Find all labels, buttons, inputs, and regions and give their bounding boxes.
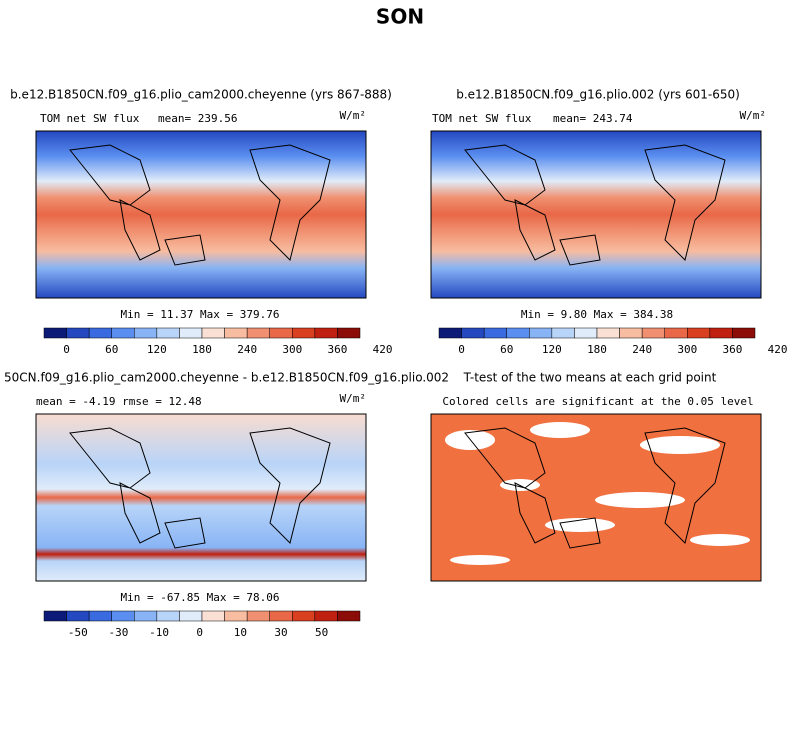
- colorbar-cell: [156, 610, 180, 622]
- panel-title: b.e12.B1850CN.f09_g16.plio.002 (yrs 601-…: [456, 88, 740, 102]
- colorbar-cell: [314, 610, 338, 622]
- colorbar-cell: [224, 327, 248, 339]
- colorbar-label: -30: [109, 626, 129, 639]
- colorbar-cell: [111, 327, 135, 339]
- units: W/m²: [340, 109, 367, 122]
- colorbar-label: 120: [147, 343, 167, 356]
- colorbar-cell: [111, 610, 135, 622]
- colorbar-cell: [179, 327, 203, 339]
- colorbar-cell: [687, 327, 711, 339]
- colorbar-label: 180: [192, 343, 212, 356]
- colorbar-cell: [66, 327, 90, 339]
- colorbar-cell: [201, 610, 225, 622]
- min-max: Min = 11.37 Max = 379.76: [121, 308, 280, 321]
- colorbar-label: 360: [722, 343, 742, 356]
- colorbar-label: 120: [542, 343, 562, 356]
- colorbar-label: 60: [105, 343, 118, 356]
- map: [430, 130, 762, 299]
- colorbar-cell: [43, 327, 67, 339]
- figure-title: SON: [376, 5, 424, 29]
- colorbar-label: -10: [149, 626, 169, 639]
- min-max: Min = -67.85 Max = 78.06: [121, 591, 280, 604]
- colorbar-cell: [551, 327, 575, 339]
- colorbar-cell: [224, 610, 248, 622]
- colorbar-cell: [43, 610, 67, 622]
- colorbar-cell: [596, 327, 620, 339]
- colorbar-label: 300: [677, 343, 697, 356]
- colorbar-label: 10: [234, 626, 247, 639]
- colorbar-cell: [314, 327, 338, 339]
- colorbar-cell: [461, 327, 485, 339]
- colorbar-cell: [88, 610, 112, 622]
- colorbar-label: 0: [458, 343, 465, 356]
- colorbar-label: 0: [63, 343, 70, 356]
- colorbar-cell: [269, 610, 293, 622]
- colorbar-label: 300: [282, 343, 302, 356]
- colorbar-cell: [641, 327, 665, 339]
- colorbar-cell: [438, 327, 462, 339]
- colorbar-cell: [732, 327, 756, 339]
- map: [35, 413, 367, 582]
- colorbar-label: 240: [632, 343, 652, 356]
- panel-subtitle: Colored cells are significant at the 0.0…: [442, 395, 753, 408]
- mean-label: mean= 239.56: [158, 112, 237, 125]
- colorbar-cell: [269, 327, 293, 339]
- variable-label: TOM net SW flux: [432, 112, 532, 125]
- colorbar-cell: [337, 610, 361, 622]
- colorbar-label: 30: [274, 626, 287, 639]
- panel-title: 50CN.f09_g16.plio_cam2000.cheyenne - b.e…: [4, 371, 449, 385]
- colorbar-cell: [88, 327, 112, 339]
- colorbar-label: 240: [237, 343, 257, 356]
- colorbar-cell: [292, 327, 316, 339]
- min-max: Min = 9.80 Max = 384.38: [521, 308, 673, 321]
- colorbar-label: 180: [587, 343, 607, 356]
- colorbar-label: 0: [196, 626, 203, 639]
- colorbar-label: 50: [315, 626, 328, 639]
- colorbar-label: 60: [500, 343, 513, 356]
- colorbar-cell: [246, 610, 270, 622]
- colorbar-cell: [134, 327, 158, 339]
- colorbar-cell: [201, 327, 225, 339]
- stat-label: mean = -4.19 rmse = 12.48: [36, 395, 202, 408]
- colorbar-cell: [529, 327, 553, 339]
- mean-label: mean= 243.74: [553, 112, 633, 125]
- colorbar-cell: [134, 610, 158, 622]
- colorbar-cell: [483, 327, 507, 339]
- units: W/m²: [340, 392, 367, 405]
- panel-title: T-test of the two means at each grid poi…: [463, 371, 717, 385]
- colorbar-label: 420: [373, 343, 393, 356]
- map: [35, 130, 367, 299]
- colorbar-cell: [574, 327, 598, 339]
- colorbar-cell: [506, 327, 530, 339]
- colorbar-cell: [664, 327, 688, 339]
- colorbar-label: -50: [68, 626, 88, 639]
- colorbar-cell: [179, 610, 203, 622]
- panel-title: b.e12.B1850CN.f09_g16.plio_cam2000.cheye…: [10, 88, 392, 102]
- colorbar-cell: [246, 327, 270, 339]
- colorbar-label: 360: [327, 343, 347, 356]
- colorbar-cell: [66, 610, 90, 622]
- colorbar-cell: [292, 610, 316, 622]
- variable-label: TOM net SW flux: [40, 112, 140, 125]
- colorbar-label: 420: [768, 343, 788, 356]
- colorbar-cell: [709, 327, 733, 339]
- colorbar-cell: [156, 327, 180, 339]
- colorbar-cell: [619, 327, 643, 339]
- coastlines: [69, 144, 726, 549]
- colorbar-cell: [337, 327, 361, 339]
- units: W/m²: [740, 109, 767, 122]
